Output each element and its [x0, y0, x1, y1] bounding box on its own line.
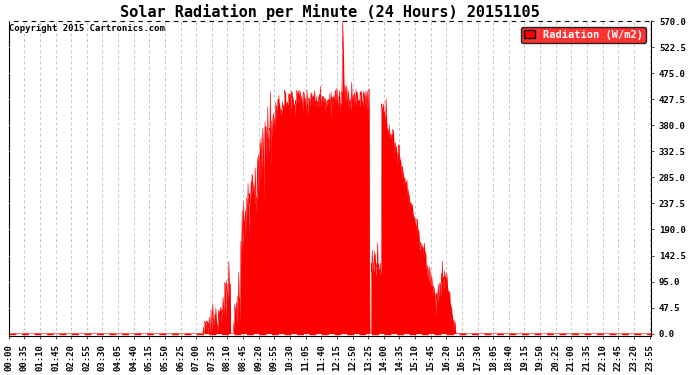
Text: Copyright 2015 Cartronics.com: Copyright 2015 Cartronics.com: [9, 24, 165, 33]
Title: Solar Radiation per Minute (24 Hours) 20151105: Solar Radiation per Minute (24 Hours) 20…: [120, 4, 540, 20]
Legend: Radiation (W/m2): Radiation (W/m2): [521, 27, 646, 43]
